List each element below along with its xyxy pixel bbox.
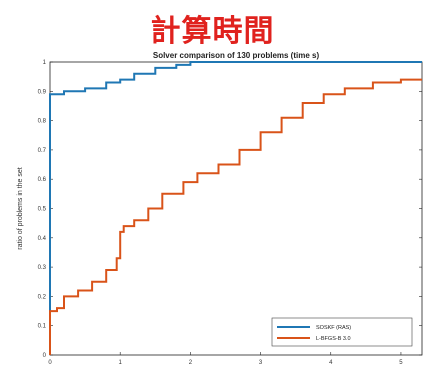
y-tick-label: 1 [43, 60, 47, 66]
legend-box [271, 317, 413, 347]
y-tick-label: 0.5 [38, 207, 47, 213]
series-line-2 [49, 78, 422, 355]
x-tick-label: 2 [189, 360, 193, 366]
y-tick-label: 0.3 [38, 265, 47, 271]
y-tick-label: 0 [43, 353, 47, 359]
x-tick-label: 1 [119, 360, 123, 366]
x-tick-label: 0 [48, 360, 52, 366]
x-tick-label: 3 [259, 360, 263, 366]
x-tick-label: 4 [329, 360, 333, 366]
legend-label: L-BFGS-B 3.0 [316, 336, 351, 342]
series-layer [49, 61, 422, 355]
y-tick-label: 0.9 [38, 89, 47, 95]
chart-title: Solver comparison of 130 problems (time … [153, 51, 320, 60]
y-tick-label: 0.2 [38, 294, 47, 300]
y-tick-label: 0.6 [38, 177, 47, 183]
x-tick-label: 5 [399, 360, 403, 366]
y-tick-label: 0.8 [38, 119, 47, 125]
y-axis-label: ratio of problems in the set [17, 167, 24, 250]
legend: SOSKF (RAS) L-BFGS-B 3.0 [271, 317, 413, 347]
y-tick-label: 0.7 [38, 148, 47, 154]
series-line-1 [49, 61, 422, 355]
y-tick-label: 0.1 [38, 324, 47, 330]
plot-area [49, 61, 423, 356]
y-tick-label: 0.4 [38, 236, 47, 242]
legend-label: SOSKF (RAS) [316, 325, 351, 331]
slide-heading: 計算時間 [150, 14, 275, 49]
